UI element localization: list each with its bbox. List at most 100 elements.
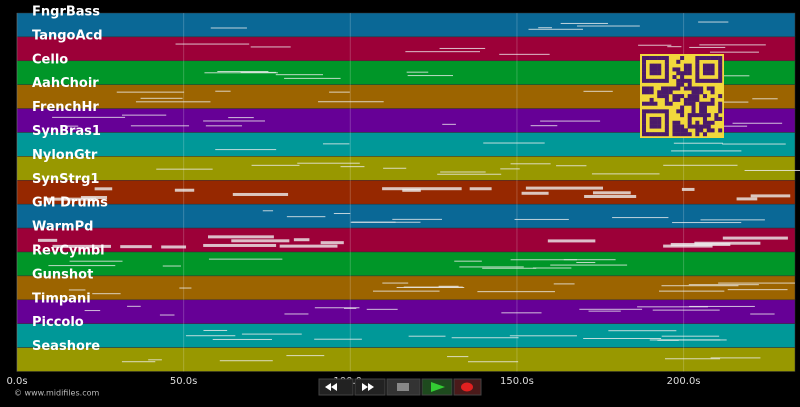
qr-cell — [695, 75, 700, 80]
qr-cell — [664, 124, 669, 129]
note-run — [547, 239, 596, 243]
note-run — [538, 27, 552, 29]
qr-cell — [683, 67, 688, 72]
note-run — [663, 164, 738, 166]
note-run — [667, 46, 682, 48]
qr-cell — [710, 78, 715, 83]
note-run — [663, 244, 713, 248]
qr-cell — [642, 128, 647, 133]
qr-cell — [691, 86, 696, 91]
note-run — [509, 335, 577, 337]
qr-cell — [676, 82, 681, 87]
qr-cell — [691, 94, 696, 99]
time-grid — [16, 13, 685, 372]
note-run — [584, 194, 637, 198]
note-run — [540, 120, 601, 122]
qr-cell — [706, 67, 711, 72]
qr-cell — [680, 113, 685, 118]
qr-cell — [702, 71, 707, 76]
note-run — [372, 290, 440, 292]
note-run — [37, 238, 58, 242]
qr-cell — [718, 56, 723, 61]
note-run — [212, 338, 272, 340]
qr-cell — [691, 109, 696, 114]
qr-cell — [653, 63, 658, 68]
qr-cell — [657, 71, 662, 76]
note-run — [403, 286, 463, 288]
note-run — [588, 310, 621, 312]
qr-cell — [668, 86, 673, 91]
qr-cell — [718, 78, 723, 83]
track-label: Cello — [32, 52, 68, 67]
note-run — [318, 101, 384, 103]
note-run — [366, 308, 398, 310]
qr-cell — [664, 113, 669, 118]
note-run — [451, 337, 519, 339]
note-run — [727, 289, 788, 291]
qr-cell — [657, 90, 662, 95]
qr-cell — [676, 132, 681, 137]
qr-cell — [706, 86, 711, 91]
note-run — [203, 329, 228, 331]
note-run — [205, 125, 243, 127]
track-label: GM Drums — [32, 196, 108, 211]
tick-label: 50.0s — [170, 376, 197, 387]
track-lane — [16, 12, 796, 38]
stop-icon — [397, 383, 409, 391]
qr-cell — [691, 90, 696, 95]
note-run — [68, 289, 86, 291]
qr-cell — [672, 75, 677, 80]
note-run — [752, 98, 778, 100]
note-run — [392, 218, 443, 220]
qr-cell — [664, 116, 669, 121]
note-run — [649, 339, 721, 341]
note-run — [284, 313, 309, 315]
note-run — [161, 245, 187, 249]
qr-cell — [691, 105, 696, 110]
note-run — [698, 21, 729, 23]
qr-cell — [661, 132, 666, 137]
note-run — [127, 305, 141, 307]
qr-cell — [706, 78, 711, 83]
qr-cell — [680, 109, 685, 114]
qr-cell — [695, 71, 700, 76]
qr-cell — [649, 78, 654, 83]
qr-cell — [702, 67, 707, 72]
qr-cell — [710, 63, 715, 68]
note-run — [556, 165, 587, 167]
qr-cell — [661, 86, 666, 91]
qr-cell — [714, 56, 719, 61]
qr-cell — [702, 101, 707, 106]
qr-cell — [680, 75, 685, 80]
qr-cell — [702, 120, 707, 125]
note-run — [208, 258, 283, 260]
note-run — [612, 217, 669, 219]
note-run — [383, 167, 407, 169]
qr-cell — [649, 132, 654, 137]
qr-cell — [676, 59, 681, 64]
qr-cell — [683, 97, 688, 102]
qr-cell — [699, 90, 704, 95]
qr-cell — [653, 67, 658, 72]
qr-cell — [687, 132, 692, 137]
qr-cell — [702, 94, 707, 99]
note-run — [499, 53, 550, 55]
track-lane — [16, 347, 796, 372]
qr-cell — [706, 124, 711, 129]
note-run — [297, 162, 360, 164]
qr-cell — [710, 71, 715, 76]
note-run — [689, 305, 755, 307]
qr-cell — [695, 132, 700, 137]
qr-cell — [653, 109, 658, 114]
note-run — [120, 245, 152, 249]
note-run — [130, 125, 190, 127]
qr-cell — [710, 128, 715, 133]
qr-cell — [649, 90, 654, 95]
qr-cell — [710, 56, 715, 61]
qr-cell — [702, 105, 707, 110]
qr-cell — [642, 132, 647, 137]
qr-cell — [657, 124, 662, 129]
note-run — [402, 188, 421, 192]
note-run — [320, 241, 344, 245]
qr-cell — [706, 101, 711, 106]
